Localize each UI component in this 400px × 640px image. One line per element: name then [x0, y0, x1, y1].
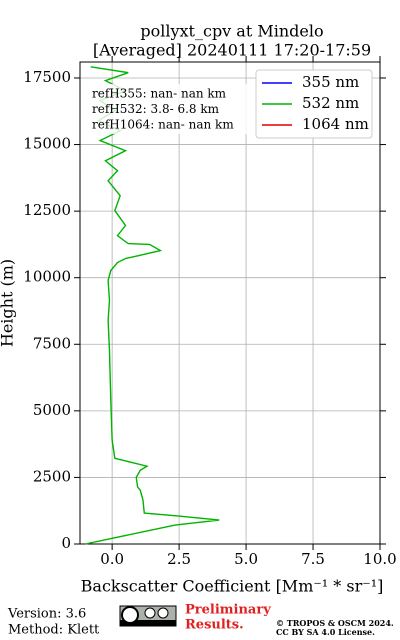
chart-subtitle: [Averaged] 20240111 17:20-17:59 — [93, 41, 371, 60]
y-tick-label: 7500 — [33, 334, 71, 352]
legend-label: 532 nm — [302, 94, 359, 112]
license: CC BY SA 4.0 License. — [276, 627, 375, 637]
notice: Results. — [185, 618, 244, 633]
x-axis-label: Backscatter Coefficient [Mm⁻¹ * sr⁻¹] — [81, 577, 384, 596]
annotation: refH532: 3.8- 6.8 km — [92, 102, 220, 116]
y-tick-label: 0 — [61, 534, 71, 552]
method: Method: Klett — [8, 623, 100, 638]
y-tick-label: 5000 — [33, 401, 71, 419]
cc-badge — [119, 605, 177, 627]
license: © TROPOS & OSCM 2024. — [276, 618, 394, 628]
y-tick-label: 10000 — [23, 268, 71, 286]
legend-label: 355 nm — [302, 73, 359, 91]
x-tick-label: 10.0 — [363, 550, 396, 568]
legend-label: 1064 nm — [302, 115, 369, 133]
plot-frame — [79, 61, 381, 545]
x-tick-label: 2.5 — [167, 550, 191, 568]
annotation: refH1064: nan- nan km — [92, 118, 234, 132]
y-axis-label: Height (m) — [0, 259, 17, 347]
y-tick-label: 15000 — [23, 135, 71, 153]
x-tick-label: 5.0 — [234, 550, 258, 568]
y-tick-label: 2500 — [33, 467, 71, 485]
annotation-box — [88, 84, 248, 134]
y-tick-label: 17500 — [23, 68, 71, 86]
profile-line — [85, 66, 220, 545]
x-tick-label: 0.0 — [100, 550, 124, 568]
annotation: refH355: nan- nan km — [92, 87, 227, 101]
legend-box — [255, 69, 373, 139]
version: Version: 3.6 — [7, 607, 86, 622]
x-tick-label: 7.5 — [301, 550, 325, 568]
y-tick-label: 12500 — [23, 201, 71, 219]
notice: Preliminary — [185, 603, 271, 618]
chart-title: pollyxt_cpv at Mindelo — [140, 22, 323, 41]
